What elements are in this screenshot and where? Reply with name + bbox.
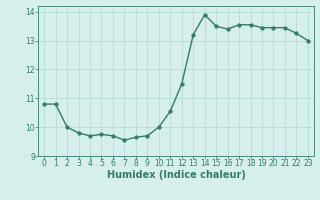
X-axis label: Humidex (Indice chaleur): Humidex (Indice chaleur) <box>107 170 245 180</box>
